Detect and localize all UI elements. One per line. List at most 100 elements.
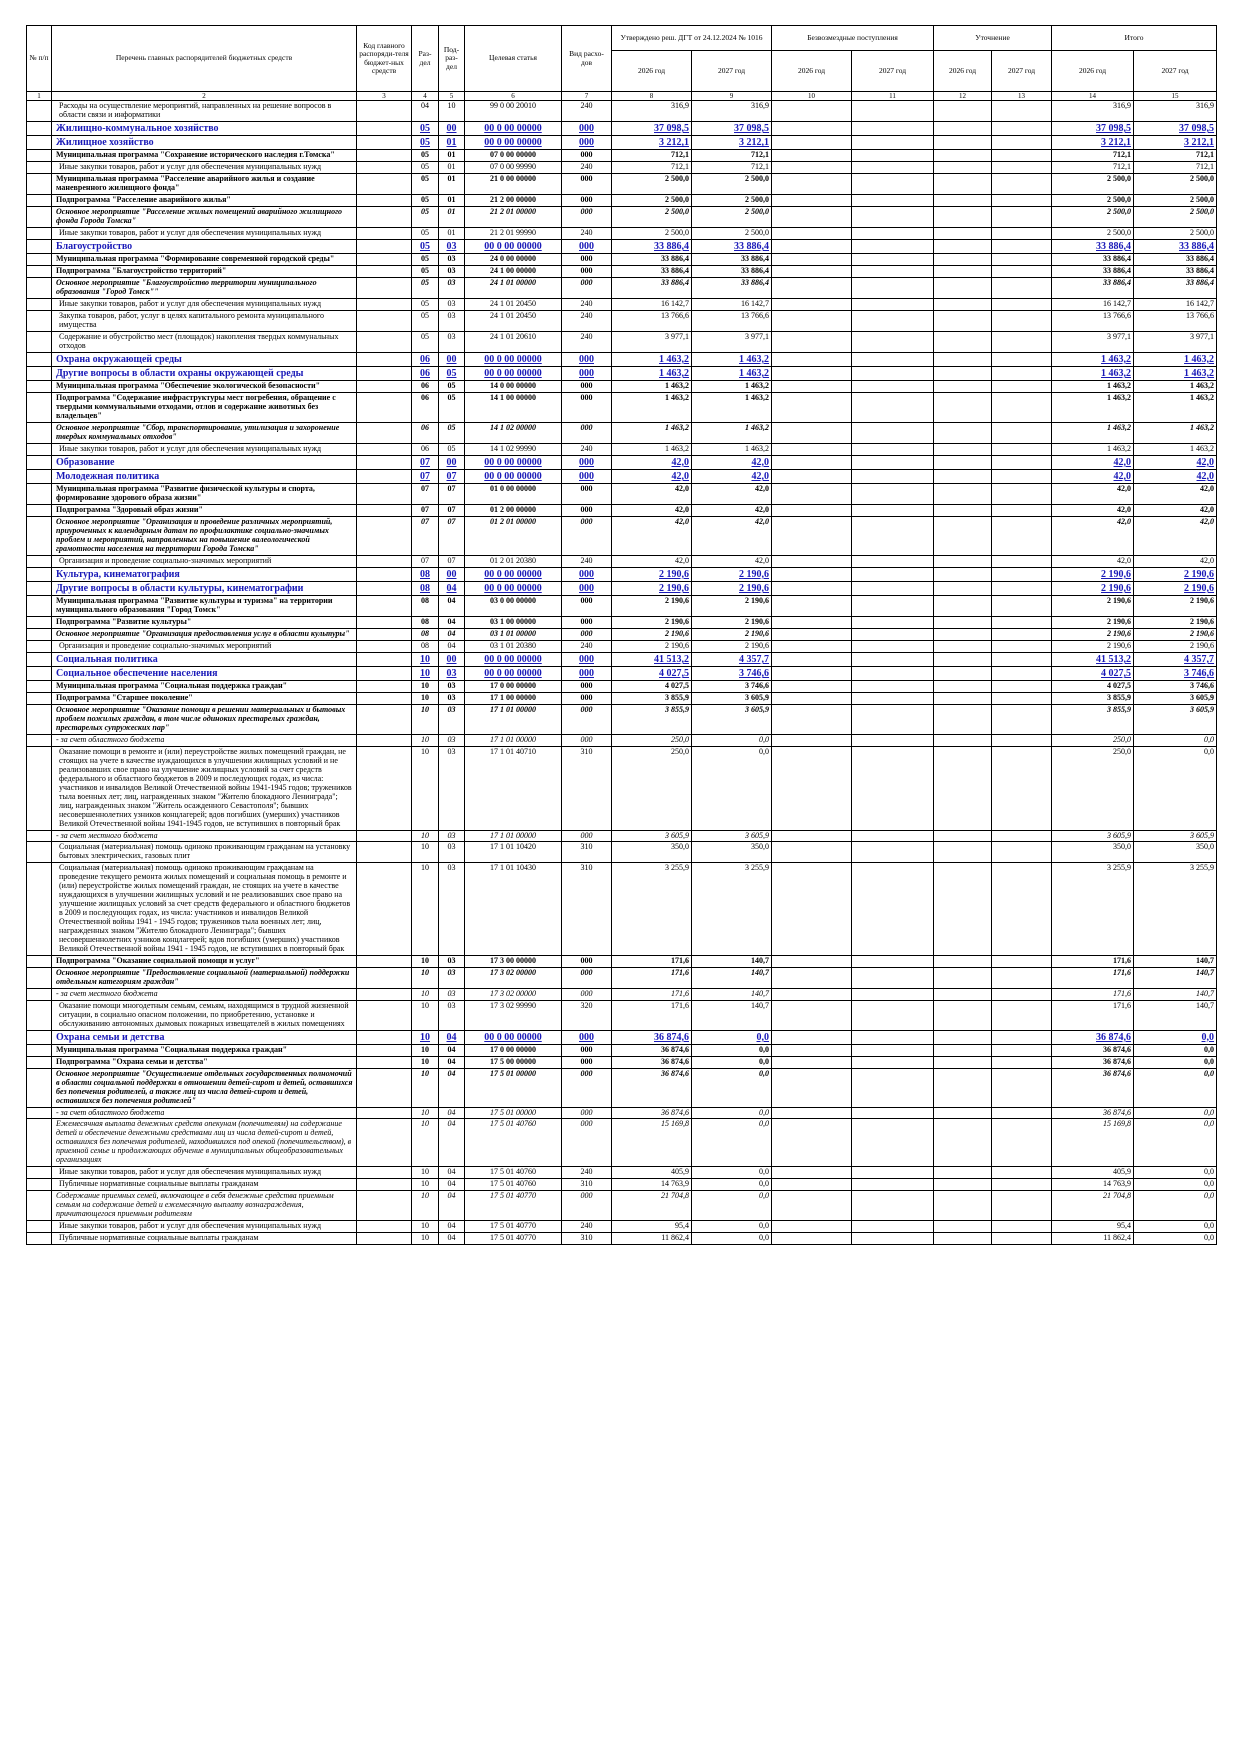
empty-cell — [356, 639, 412, 653]
target-code: 07 0 00 99990 — [464, 161, 562, 175]
approved-2026: 1 463,2 — [611, 442, 692, 456]
document: № п/п Перечень главных распорядителей бю… — [26, 25, 1218, 1245]
total-2026: 316,9 — [1051, 100, 1135, 122]
row-name: Другие вопросы в области культуры, кинем… — [51, 580, 357, 597]
podrazdel: 03 — [438, 745, 465, 831]
table-row: Подпрограмма "Охрана семьи и детства" 10 0… — [26, 1055, 1218, 1069]
table-row: Муниципальная программа "Развитие культу… — [26, 595, 1218, 617]
empty-cell — [991, 704, 1053, 735]
total-2027: 1 463,2 — [1133, 365, 1218, 382]
budget-table: № п/п Перечень главных распорядителей бю… — [26, 25, 1218, 1245]
empty-cell — [356, 173, 412, 196]
empty-cell — [26, 862, 52, 956]
total-2026: 1 463,2 — [1051, 380, 1135, 393]
expense-type: 000 — [561, 454, 612, 470]
podrazdel: 01 — [438, 226, 465, 240]
approved-2026: 41 513,2 — [611, 651, 692, 668]
row-name: Публичные нормативные социальные выплаты… — [51, 1231, 357, 1245]
empty-cell — [851, 745, 935, 831]
target-code: 17 5 01 00000 — [464, 1106, 562, 1120]
expense-type: 240 — [561, 442, 612, 456]
total-2026: 36 874,6 — [1051, 1029, 1135, 1045]
empty-cell — [356, 161, 412, 175]
target-code: 03 1 00 00000 — [464, 616, 562, 629]
empty-cell — [991, 680, 1053, 694]
empty-cell — [356, 380, 412, 393]
total-2027: 1 463,2 — [1133, 380, 1218, 393]
total-2027: 3 746,6 — [1133, 680, 1218, 694]
empty-cell — [851, 504, 935, 517]
empty-cell — [933, 238, 993, 255]
expense-type: 240 — [561, 1219, 612, 1233]
approved-2027: 42,0 — [690, 515, 773, 556]
empty-cell — [356, 206, 412, 228]
target-code: 17 5 01 40770 — [464, 1231, 562, 1245]
approved-2026: 2 500,0 — [611, 206, 692, 228]
approved-2026: 316,9 — [611, 100, 692, 122]
total-2027: 2 190,6 — [1133, 595, 1218, 617]
empty-cell — [26, 421, 52, 444]
podrazdel: 05 — [438, 442, 465, 456]
empty-cell — [991, 639, 1053, 653]
empty-cell — [933, 999, 993, 1031]
total-2026: 16 142,7 — [1051, 297, 1135, 311]
empty-cell — [851, 966, 935, 989]
podrazdel: 10 — [438, 100, 465, 122]
empty-cell — [933, 627, 993, 641]
empty-cell — [356, 277, 412, 299]
approved-2026: 250,0 — [611, 745, 692, 831]
approved-2027: 1 463,2 — [690, 365, 773, 382]
total-2027: 3 212,1 — [1133, 135, 1218, 151]
approved-2026: 33 886,4 — [611, 265, 692, 278]
target-code: 14 1 02 99990 — [464, 442, 562, 456]
empty-cell — [26, 616, 52, 629]
razdel: 05 — [411, 206, 439, 228]
podrazdel: 01 — [438, 149, 465, 163]
empty-cell — [851, 351, 935, 367]
empty-cell — [851, 483, 935, 505]
approved-2027: 0,0 — [690, 1055, 773, 1069]
total-2027: 33 886,4 — [1133, 238, 1218, 255]
table-row: Другие вопросы в области культуры, кинем… — [26, 580, 1218, 597]
row-name: Организация и проведение социально-значи… — [51, 639, 357, 653]
podrazdel: 03 — [438, 330, 465, 353]
podrazdel: 00 — [438, 454, 465, 470]
podrazdel: 03 — [438, 734, 465, 747]
empty-cell — [771, 238, 853, 255]
table-row: Охрана окружающей среды 06 00 00 0 00 00000… — [26, 351, 1218, 367]
expense-type: 000 — [561, 149, 612, 163]
podrazdel: 07 — [438, 483, 465, 505]
total-2027: 0,0 — [1133, 1231, 1218, 1245]
target-code: 17 5 01 40760 — [464, 1118, 562, 1168]
target-code: 00 0 00 00000 — [464, 468, 562, 485]
table-row: Культура, кинематография 08 00 00 0 00 0000… — [26, 566, 1218, 582]
empty-cell — [771, 1067, 853, 1108]
razdel: 10 — [411, 1231, 439, 1245]
razdel: 06 — [411, 365, 439, 382]
target-code: 21 0 00 00000 — [464, 173, 562, 196]
empty-cell — [771, 226, 853, 240]
target-code: 14 1 02 00000 — [464, 421, 562, 444]
total-2026: 250,0 — [1051, 734, 1135, 747]
empty-cell — [933, 351, 993, 367]
row-name: Основное мероприятие "Предоставление соц… — [51, 966, 357, 989]
row-name: Закупка товаров, работ, услуг в целях ка… — [51, 309, 357, 332]
approved-2027: 712,1 — [690, 149, 773, 163]
empty-cell — [26, 365, 52, 382]
empty-cell — [771, 309, 853, 332]
empty-cell — [771, 1219, 853, 1233]
total-2027: 0,0 — [1133, 1043, 1218, 1057]
empty-cell — [851, 149, 935, 163]
table-row: Благоустройство 05 03 00 0 00 00000 000 33 88… — [26, 238, 1218, 255]
razdel: 10 — [411, 954, 439, 968]
razdel: 10 — [411, 704, 439, 735]
empty-cell — [991, 253, 1053, 267]
empty-cell — [991, 554, 1053, 568]
expense-type: 240 — [561, 1166, 612, 1180]
empty-cell — [356, 954, 412, 968]
podrazdel: 03 — [438, 238, 465, 255]
row-name: Основное мероприятие "Осуществление отде… — [51, 1067, 357, 1108]
table-row: Подпрограмма "Здоровый образ жизни" 07 07 0… — [26, 504, 1218, 517]
empty-cell — [851, 651, 935, 668]
empty-cell — [356, 966, 412, 989]
